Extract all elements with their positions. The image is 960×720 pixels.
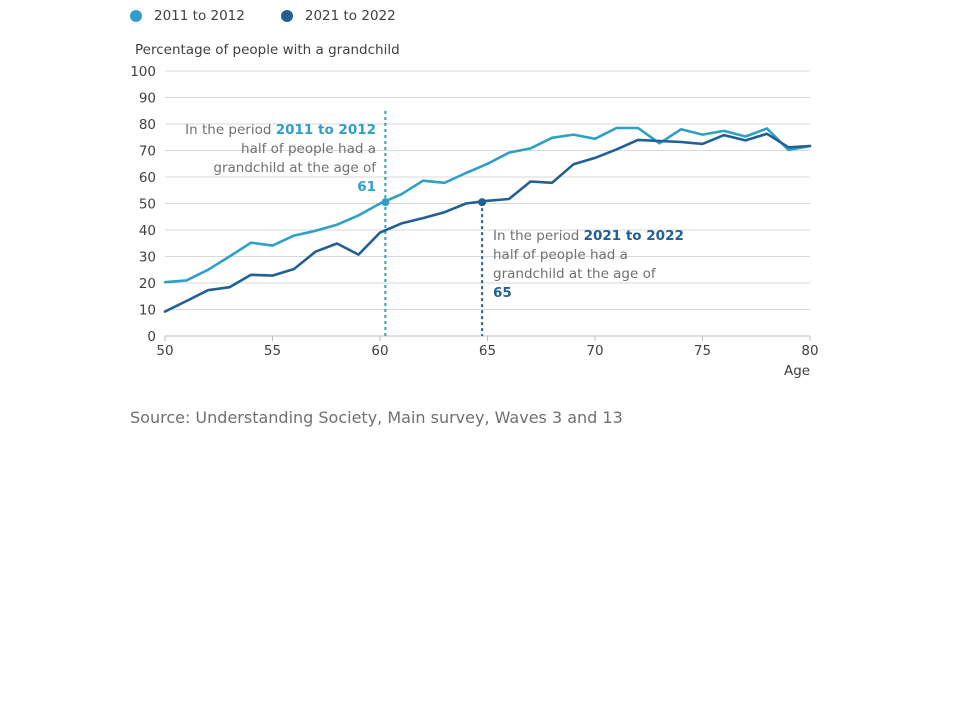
y-tick-label: 50 [139, 197, 156, 213]
annotation-marker [381, 198, 390, 207]
legend-label-2021: 2021 to 2022 [304, 8, 396, 24]
annotation-2021-prefix: In the period [493, 228, 580, 244]
legend: 2011 to 2012 2021 to 2022 [130, 8, 396, 24]
y-tick-label: 10 [139, 303, 156, 319]
x-tick-label: 75 [694, 343, 711, 359]
annotation-2011-period: 2011 to 2012 [275, 122, 376, 138]
series-line-2011 [163, 126, 812, 284]
x-axis-title: Age [784, 363, 811, 379]
annotation-2021: In the period 2021 to 2022 half of peopl… [493, 227, 693, 303]
y-tick-label: 70 [139, 144, 156, 160]
y-tick-label: 90 [139, 91, 156, 107]
legend-item-2011[interactable]: 2011 to 2012 [130, 8, 245, 24]
y-tick-label: 0 [147, 329, 156, 345]
x-tick-label: 65 [479, 343, 496, 359]
x-tick-label: 80 [801, 343, 818, 359]
y-tick-label: 20 [139, 276, 156, 292]
annotation-2011-age: 61 [357, 179, 376, 195]
annotation-2011: In the period 2011 to 2012 half of peopl… [176, 121, 376, 197]
x-tick-label: 55 [264, 343, 281, 359]
y-tick-label: 100 [130, 64, 156, 80]
y-tick-label: 40 [139, 223, 156, 239]
series-line-2021 [163, 132, 812, 313]
annotation-2021-age: 65 [493, 285, 512, 301]
annotation-2011-prefix: In the period [185, 122, 272, 138]
x-tick-label: 70 [586, 343, 603, 359]
annotation-2021-middle: half of people had a grandchild at the ag… [493, 247, 656, 282]
y-tick-label: 80 [139, 117, 156, 133]
legend-swatch-2011 [130, 10, 142, 22]
annotation-2011-middle: half of people had a grandchild at the ag… [213, 141, 376, 176]
source-note: Source: Understanding Society, Main surv… [130, 408, 623, 427]
legend-label-2011: 2011 to 2012 [154, 8, 245, 24]
y-tick-label: 30 [139, 250, 156, 266]
x-tick-label: 50 [156, 343, 173, 359]
legend-swatch-2021 [280, 10, 293, 22]
y-axis-title: Percentage of people with a grandchild [135, 42, 400, 58]
annotation-marker [478, 198, 487, 207]
legend-item-2021[interactable]: 2021 to 2022 [280, 8, 396, 24]
annotation-2021-period: 2021 to 2022 [583, 228, 684, 244]
x-tick-label: 60 [371, 343, 388, 359]
y-tick-label: 60 [139, 170, 156, 186]
